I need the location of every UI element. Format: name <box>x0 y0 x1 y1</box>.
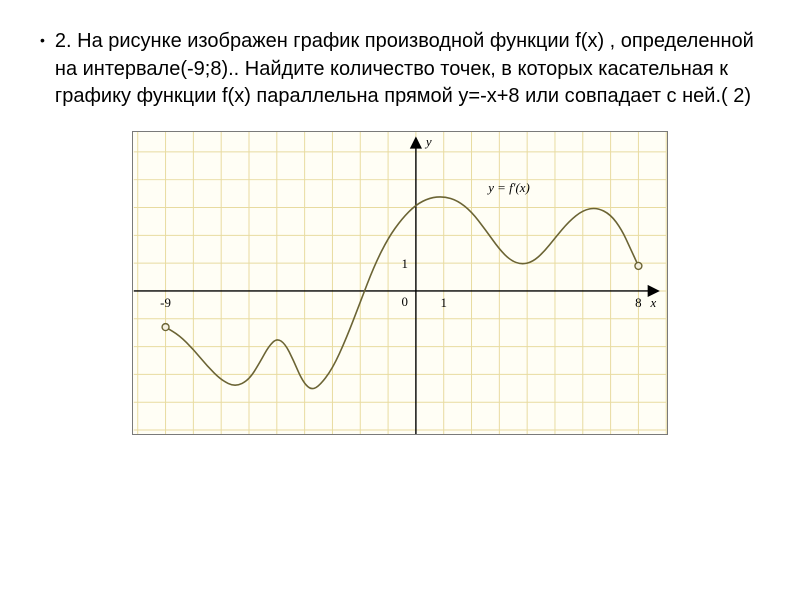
chart-label: 0 <box>401 294 407 309</box>
chart-label: -9 <box>160 295 171 310</box>
chart-label: x <box>650 295 657 310</box>
derivative-chart: 0 -9 1 8 1 x y y = f′(x) <box>132 131 668 435</box>
chart-canvas: 0 -9 1 8 1 x y y = f′(x) <box>133 132 667 434</box>
problem-block: • 2. На рисунке изображен график произво… <box>40 28 760 111</box>
bullet: • <box>40 28 45 52</box>
chart-label: y <box>424 134 432 149</box>
chart-label: y = f′(x) <box>486 180 530 195</box>
chart-label: 8 <box>635 295 641 310</box>
endpoint <box>635 262 642 269</box>
chart-label: 1 <box>440 295 446 310</box>
chart-label: 1 <box>401 256 407 271</box>
slide: • 2. На рисунке изображен график произво… <box>0 0 800 600</box>
endpoint <box>162 323 169 330</box>
problem-text: 2. На рисунке изображен график производн… <box>55 28 755 111</box>
